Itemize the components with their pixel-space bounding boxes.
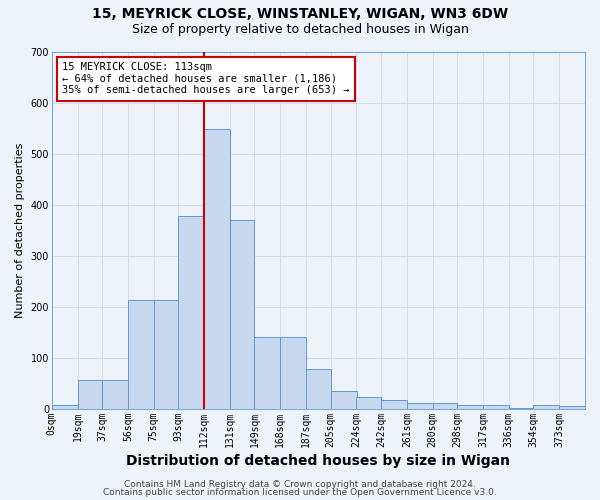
Bar — [407, 403, 433, 408]
Bar — [483, 406, 509, 408]
Text: Contains public sector information licensed under the Open Government Licence v3: Contains public sector information licen… — [103, 488, 497, 497]
Bar — [178, 216, 204, 408]
Y-axis label: Number of detached properties: Number of detached properties — [15, 142, 25, 318]
Text: Contains HM Land Registry data © Crown copyright and database right 2024.: Contains HM Land Registry data © Crown c… — [124, 480, 476, 489]
Bar — [254, 337, 280, 408]
Bar — [306, 368, 331, 408]
X-axis label: Distribution of detached houses by size in Wigan: Distribution of detached houses by size … — [127, 454, 511, 468]
Text: 15, MEYRICK CLOSE, WINSTANLEY, WIGAN, WN3 6DW: 15, MEYRICK CLOSE, WINSTANLEY, WIGAN, WN… — [92, 8, 508, 22]
Bar — [433, 403, 457, 408]
Bar — [77, 380, 102, 408]
Bar — [356, 398, 381, 408]
Bar — [154, 300, 178, 408]
Bar — [230, 220, 254, 408]
Text: Size of property relative to detached houses in Wigan: Size of property relative to detached ho… — [131, 22, 469, 36]
Bar — [280, 337, 306, 408]
Bar — [331, 390, 356, 408]
Bar — [128, 300, 154, 408]
Bar — [559, 406, 585, 408]
Bar — [457, 406, 483, 408]
Text: 15 MEYRICK CLOSE: 113sqm
← 64% of detached houses are smaller (1,186)
35% of sem: 15 MEYRICK CLOSE: 113sqm ← 64% of detach… — [62, 62, 350, 96]
Bar — [102, 380, 128, 408]
Bar — [533, 405, 559, 408]
Bar — [52, 405, 77, 408]
Bar — [204, 129, 230, 408]
Bar — [381, 400, 407, 408]
